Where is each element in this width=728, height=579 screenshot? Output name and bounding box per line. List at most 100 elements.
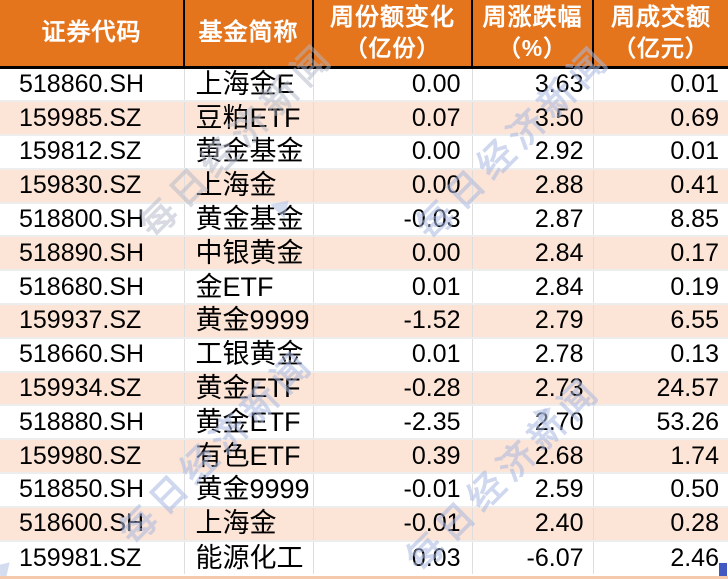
table-row: 159934.SZ 黄金ETF -0.28 2.73 24.57 xyxy=(0,370,728,406)
cell-code: 159934.SZ xyxy=(0,370,185,406)
header-label: 基金简称 xyxy=(198,19,299,46)
cell-pct-change: 2.84 xyxy=(472,235,594,271)
header-sublabel: （亿元） xyxy=(613,35,709,61)
cell-turnover: 0.19 xyxy=(593,269,728,305)
corner-accent-square xyxy=(719,563,727,576)
cell-code: 518600.SH xyxy=(0,505,185,541)
header-sublabel: （亿份） xyxy=(344,35,441,61)
cell-share-change: -1.52 xyxy=(313,303,473,338)
cell-share-change: 0.01 xyxy=(313,269,473,305)
cell-share-change: -0.01 xyxy=(313,472,473,507)
table-row: 518680.SH 金ETF 0.01 2.84 0.19 xyxy=(0,269,728,305)
cell-name: 上海金E xyxy=(184,67,314,102)
cell-code: 518800.SH xyxy=(0,201,185,237)
cell-name: 黄金基金 xyxy=(184,201,314,237)
header-label: 周份额变化 xyxy=(330,4,455,31)
cell-share-change: -0.28 xyxy=(313,370,473,406)
cell-pct-change: 2.84 xyxy=(472,269,594,305)
table-row: 159830.SZ 上海金 0.00 2.88 0.41 xyxy=(0,167,728,203)
cell-name: 能源化工 xyxy=(184,539,314,575)
cell-turnover: 0.01 xyxy=(593,134,728,169)
cell-code: 159812.SZ xyxy=(0,134,185,169)
cell-share-change: 0.00 xyxy=(313,134,473,169)
cell-name: 上海金 xyxy=(184,505,314,541)
cell-pct-change: 3.50 xyxy=(472,100,594,136)
header-row: 证券代码 基金简称 周份额变化 （亿份） 周涨跌幅 （%） 周成交额 （ xyxy=(0,0,728,69)
cell-code: 159937.SZ xyxy=(0,303,185,338)
header-cell-pct-change: 周涨跌幅 （%） xyxy=(472,0,594,69)
cell-pct-change: 2.92 xyxy=(472,134,594,169)
cell-name: 黄金ETF xyxy=(184,404,314,440)
table-row: 159980.SZ 有色ETF 0.39 2.68 1.74 xyxy=(0,438,728,474)
cell-code: 159985.SZ xyxy=(0,100,185,136)
cell-code: 159980.SZ xyxy=(0,438,185,474)
cell-code: 518660.SH xyxy=(0,336,185,372)
cell-code: 518880.SH xyxy=(0,404,185,440)
cell-turnover: 0.17 xyxy=(593,235,728,271)
header-label: 周成交额 xyxy=(611,4,711,31)
table-row: 159937.SZ 黄金9999 -1.52 2.79 6.55 xyxy=(0,303,728,338)
table-header: 证券代码 基金简称 周份额变化 （亿份） 周涨跌幅 （%） 周成交额 （ xyxy=(0,0,728,69)
cell-pct-change: -6.07 xyxy=(472,539,594,575)
cell-code: 518850.SH xyxy=(0,472,185,507)
cell-turnover: 2.46 xyxy=(593,539,728,575)
cell-pct-change: 2.73 xyxy=(472,370,594,406)
table-row: 518800.SH 黄金基金 -0.03 2.87 8.85 xyxy=(0,201,728,237)
cell-name: 中银黄金 xyxy=(184,235,314,271)
cell-pct-change: 2.78 xyxy=(472,336,594,372)
table-row: 159812.SZ 黄金基金 0.00 2.92 0.01 xyxy=(0,134,728,169)
table-row: 518660.SH 工银黄金 0.01 2.78 0.13 xyxy=(0,336,728,372)
cell-name: 黄金9999 xyxy=(184,472,314,507)
table-row: 518860.SH 上海金E 0.00 3.63 0.01 xyxy=(0,67,728,102)
cell-pct-change: 2.68 xyxy=(472,438,594,474)
header-cell-share-change: 周份额变化 （亿份） xyxy=(313,0,473,69)
header-cell-turnover: 周成交额 （亿元） xyxy=(593,0,728,69)
header-label: 周涨跌幅 xyxy=(482,4,583,31)
cell-name: 豆粕ETF xyxy=(184,100,314,136)
cell-code: 159981.SZ xyxy=(0,539,185,575)
cell-share-change: 0.39 xyxy=(313,438,473,474)
cell-turnover: 0.13 xyxy=(593,336,728,372)
cell-share-change: 0.01 xyxy=(313,336,473,372)
cell-share-change: 0.00 xyxy=(313,67,473,102)
cell-share-change: -0.03 xyxy=(313,201,473,237)
table-body: 518860.SH 上海金E 0.00 3.63 0.01 159985.SZ … xyxy=(0,67,728,575)
cell-code: 518860.SH xyxy=(0,67,185,102)
cell-name: 工银黄金 xyxy=(184,336,314,372)
cell-code: 518680.SH xyxy=(0,269,185,305)
header-cell-code: 证券代码 xyxy=(0,0,185,69)
header-sublabel: （%） xyxy=(497,35,568,61)
cell-pct-change: 2.40 xyxy=(472,505,594,541)
cell-turnover: 0.41 xyxy=(593,167,728,203)
cell-share-change: -2.35 xyxy=(313,404,473,440)
table-row: 159985.SZ 豆粕ETF 0.07 3.50 0.69 xyxy=(0,100,728,136)
cell-name: 黄金ETF xyxy=(184,370,314,406)
cell-name: 黄金9999 xyxy=(184,303,314,338)
cell-code: 518890.SH xyxy=(0,235,185,271)
cell-pct-change: 2.70 xyxy=(472,404,594,440)
cell-pct-change: 2.88 xyxy=(472,167,594,203)
cell-turnover: 24.57 xyxy=(593,370,728,406)
cell-code: 159830.SZ xyxy=(0,167,185,203)
cell-name: 黄金基金 xyxy=(184,134,314,169)
cell-pct-change: 3.63 xyxy=(472,67,594,102)
cell-turnover: 0.69 xyxy=(593,100,728,136)
cell-pct-change: 2.79 xyxy=(472,303,594,338)
header-label: 证券代码 xyxy=(41,19,142,46)
table-row: 518880.SH 黄金ETF -2.35 2.70 53.26 xyxy=(0,404,728,440)
header-cell-name: 基金简称 xyxy=(184,0,314,69)
cell-name: 有色ETF xyxy=(184,438,314,474)
cell-turnover: 0.01 xyxy=(670,70,719,99)
cell-turnover: 0.50 xyxy=(593,472,728,507)
cell-name: 金ETF xyxy=(184,269,314,305)
table-row: 518890.SH 中银黄金 0.00 2.84 0.17 xyxy=(0,235,728,271)
cell-share-change: 0.07 xyxy=(313,100,473,136)
table-row: 518600.SH 上海金 -0.01 2.40 0.28 xyxy=(0,505,728,541)
cell-share-change: 0.03 xyxy=(313,539,473,575)
cell-pct-change: 2.59 xyxy=(472,472,594,507)
cell-turnover: 6.55 xyxy=(593,303,728,338)
table-row: 518850.SH 黄金9999 -0.01 2.59 0.50 xyxy=(0,472,728,507)
cell-share-change: -0.01 xyxy=(313,505,473,541)
cell-turnover: 53.26 xyxy=(593,404,728,440)
